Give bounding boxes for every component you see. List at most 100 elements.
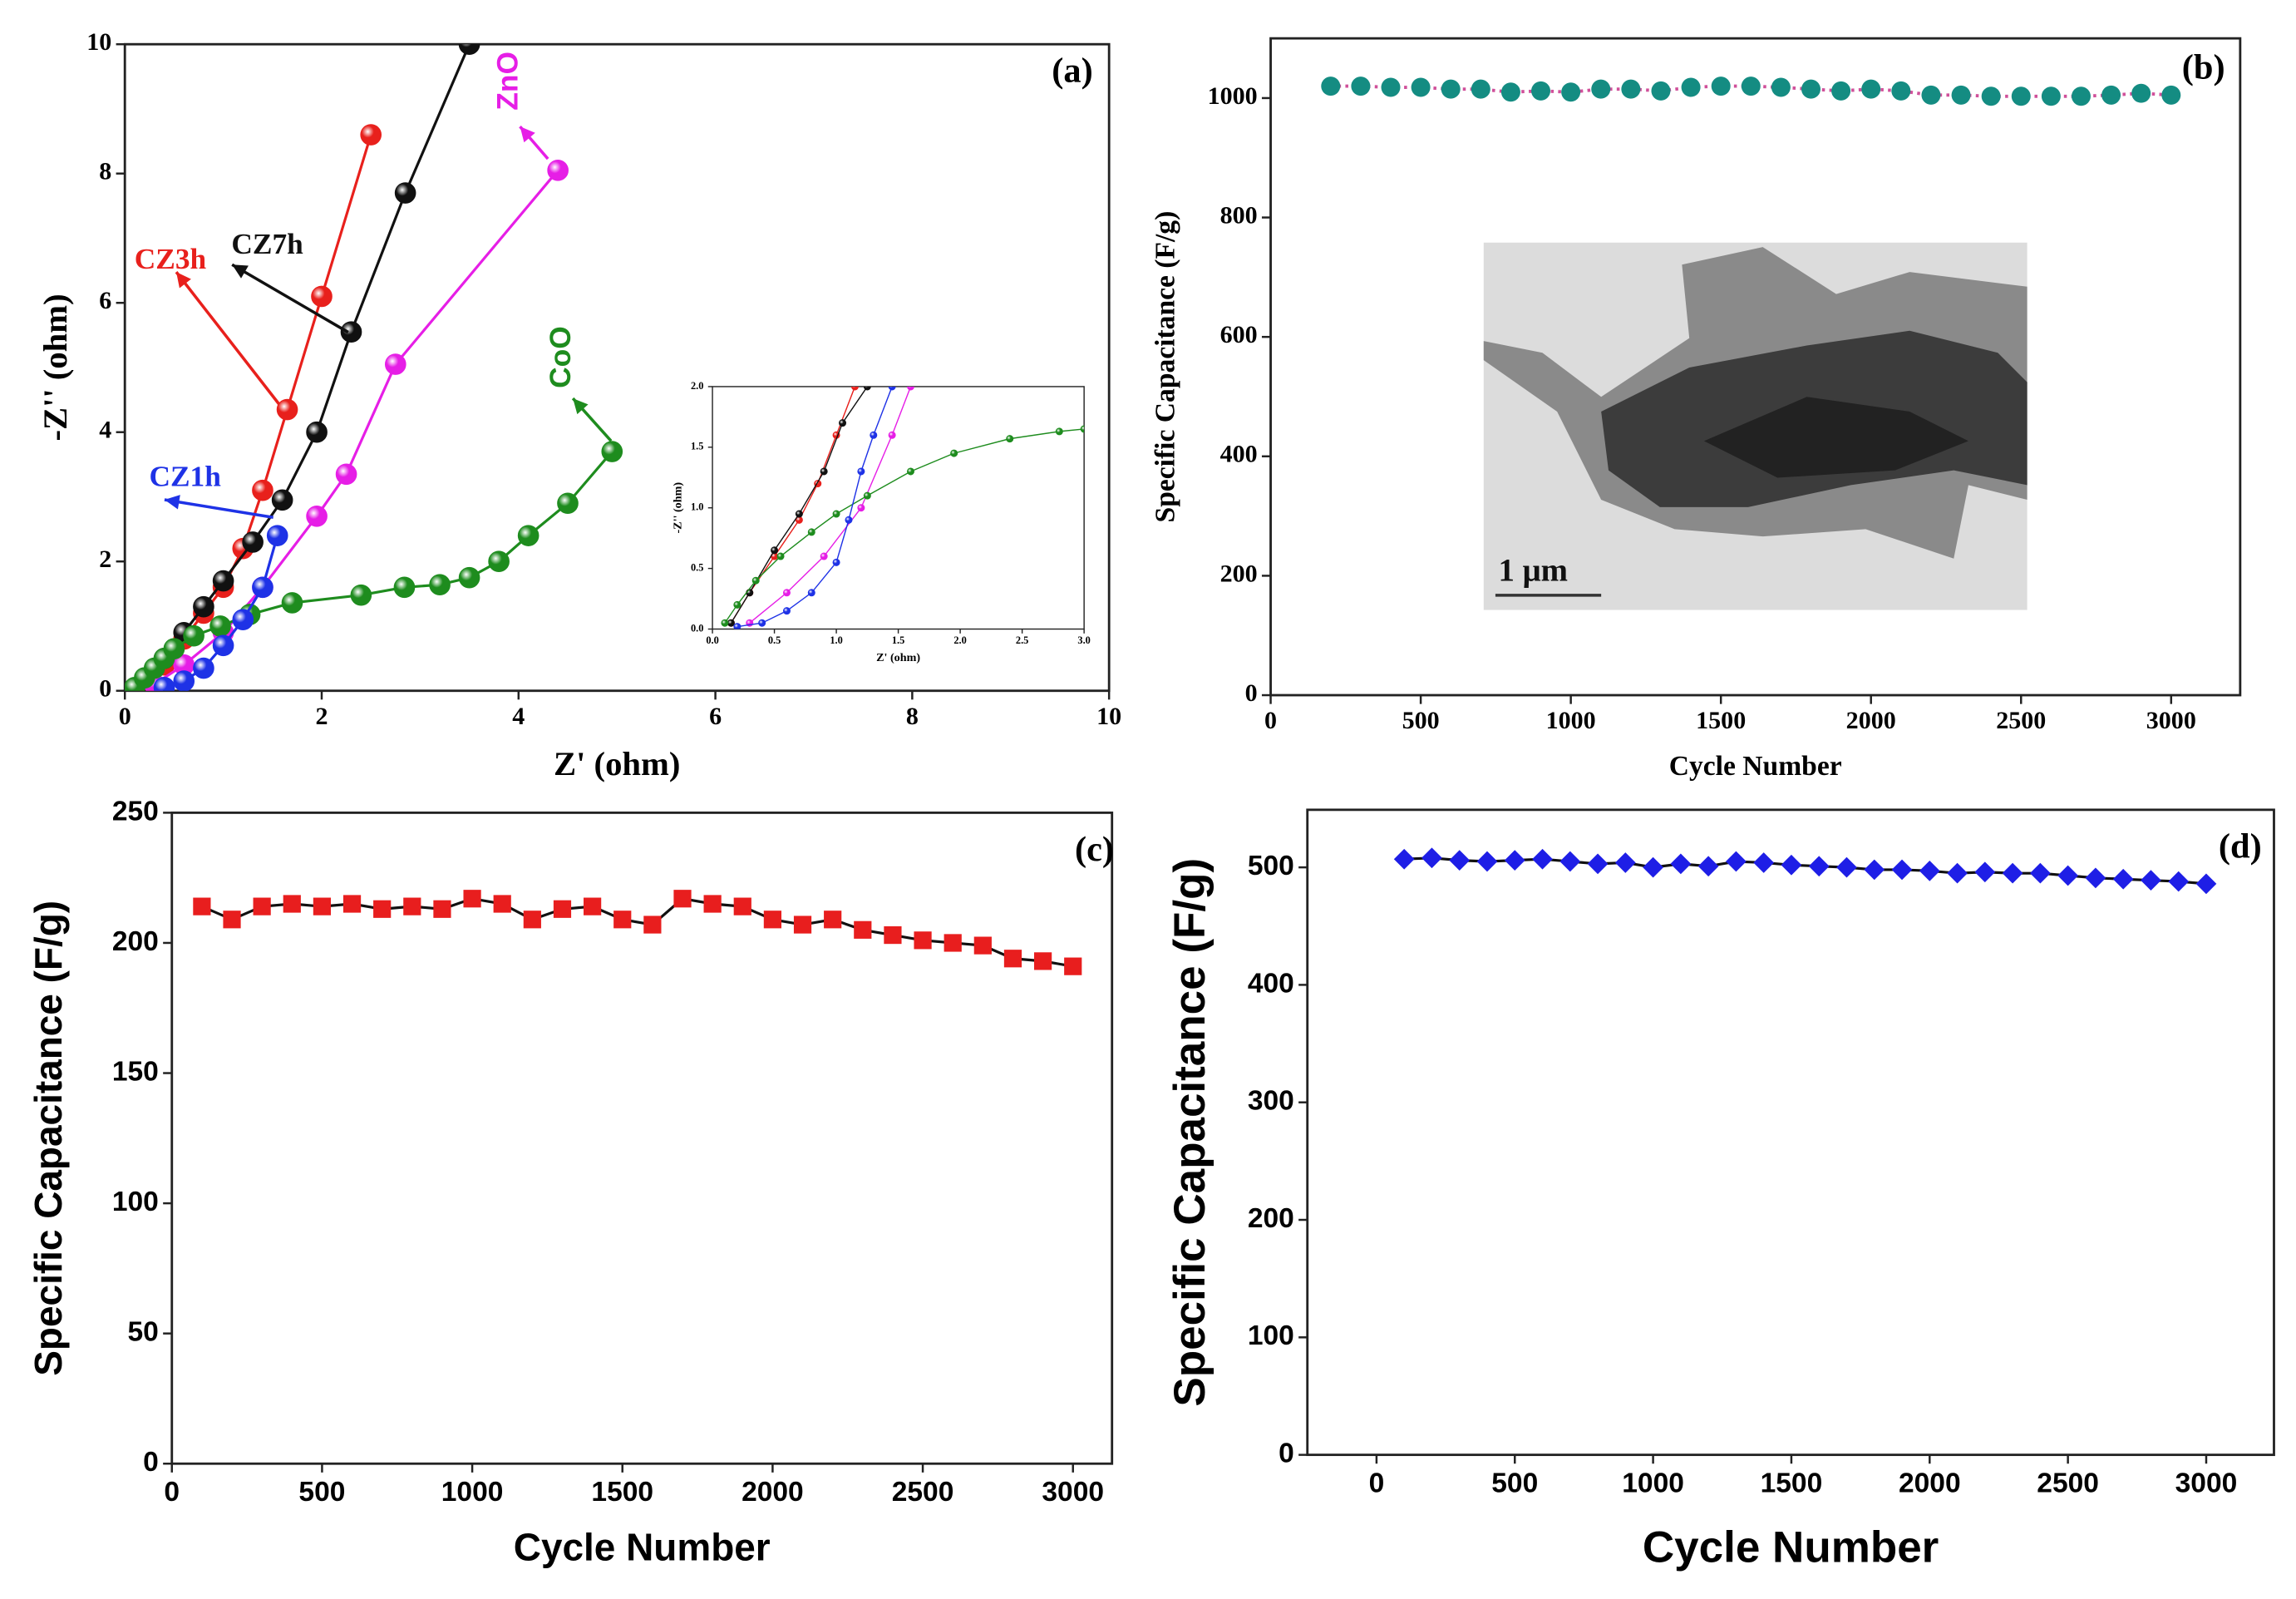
marker bbox=[1006, 435, 1014, 443]
marker bbox=[252, 576, 273, 599]
marker bbox=[832, 558, 840, 566]
arrow-head bbox=[573, 398, 589, 415]
plot-area bbox=[193, 890, 1082, 975]
image-scale-label: 1 μm bbox=[1498, 552, 1568, 588]
marker bbox=[820, 467, 828, 476]
x-axis-label: Cycle Number bbox=[1643, 1523, 1939, 1572]
marker bbox=[350, 584, 372, 606]
x-tick-label: 0 bbox=[1369, 1468, 1385, 1498]
marker bbox=[306, 505, 328, 527]
arrow-head bbox=[164, 495, 180, 510]
y-tick-label: 250 bbox=[112, 796, 159, 827]
x-tick-label: 3000 bbox=[1042, 1477, 1104, 1508]
marker bbox=[2131, 83, 2151, 103]
marker bbox=[360, 124, 382, 146]
marker bbox=[1781, 854, 1802, 876]
marker bbox=[807, 589, 815, 597]
series-label: CZ7h bbox=[231, 228, 303, 260]
series-line bbox=[143, 134, 372, 686]
marker bbox=[1393, 848, 1415, 870]
plot-area bbox=[721, 386, 1085, 629]
marker bbox=[1697, 856, 1719, 877]
marker bbox=[1421, 847, 1442, 869]
marker bbox=[276, 398, 298, 421]
marker bbox=[1861, 79, 1881, 99]
arrow bbox=[231, 263, 349, 334]
marker bbox=[1831, 81, 1851, 101]
marker bbox=[601, 441, 623, 462]
x-tick-label: 4 bbox=[512, 703, 525, 730]
series-label: CoO bbox=[544, 326, 577, 388]
marker bbox=[584, 897, 602, 915]
y-tick-label: 0 bbox=[99, 675, 111, 703]
plot-area bbox=[1393, 847, 2217, 895]
marker bbox=[458, 566, 480, 589]
marker bbox=[1643, 856, 1663, 878]
marker bbox=[1064, 957, 1082, 975]
marker bbox=[673, 890, 692, 908]
marker bbox=[1726, 851, 1747, 872]
marker bbox=[839, 419, 847, 427]
x-tick-label: 0.5 bbox=[768, 634, 781, 646]
marker bbox=[1808, 856, 1830, 877]
marker bbox=[824, 911, 842, 929]
panel-label: (d) bbox=[2219, 827, 2262, 866]
marker bbox=[463, 890, 481, 908]
marker bbox=[1561, 82, 1581, 102]
y-tick-label: 0.5 bbox=[691, 561, 703, 573]
y-tick-label: 400 bbox=[1220, 441, 1258, 468]
x-tick-label: 2500 bbox=[2037, 1468, 2099, 1498]
marker bbox=[2101, 85, 2121, 105]
marker bbox=[1651, 81, 1671, 101]
y-tick-label: 6 bbox=[99, 287, 111, 314]
x-tick-label: 6 bbox=[709, 703, 722, 730]
arrow-head bbox=[520, 126, 535, 143]
y-tick-label: 200 bbox=[112, 926, 159, 957]
marker bbox=[193, 657, 214, 679]
marker bbox=[973, 936, 992, 955]
marker bbox=[1500, 82, 1520, 102]
y-tick-label: 200 bbox=[1220, 560, 1258, 587]
y-tick-label: 150 bbox=[112, 1056, 159, 1087]
marker bbox=[2112, 868, 2134, 890]
marker bbox=[758, 619, 766, 627]
marker bbox=[1531, 81, 1551, 101]
y-axis-label: Specific Capacitance (F/g) bbox=[1150, 211, 1181, 523]
y-axis-label: Specific Capacitance (F/g) bbox=[1165, 858, 1215, 1407]
series-line bbox=[1404, 856, 2207, 886]
marker bbox=[1033, 952, 1052, 970]
marker bbox=[1532, 848, 1553, 870]
x-tick-label: 1500 bbox=[1761, 1468, 1823, 1498]
marker bbox=[223, 911, 241, 929]
marker bbox=[782, 607, 791, 615]
marker bbox=[1741, 76, 1761, 96]
marker bbox=[1711, 76, 1731, 96]
x-tick-label: 500 bbox=[1402, 707, 1440, 734]
marker bbox=[433, 900, 451, 918]
y-axis-label: Specific Capacitance (F/g) bbox=[27, 901, 70, 1376]
marker bbox=[613, 911, 632, 929]
marker bbox=[1449, 850, 1471, 871]
plot-frame bbox=[170, 811, 1114, 1465]
y-tick-label: 2.0 bbox=[691, 380, 703, 392]
marker bbox=[733, 897, 751, 915]
marker bbox=[1891, 859, 1913, 881]
marker bbox=[850, 386, 859, 391]
marker bbox=[820, 552, 828, 560]
marker bbox=[232, 609, 254, 631]
arrow-head bbox=[232, 264, 249, 279]
marker bbox=[1891, 81, 1911, 101]
marker bbox=[793, 915, 812, 934]
x-tick-label: 2000 bbox=[1899, 1468, 1961, 1498]
marker bbox=[557, 492, 579, 515]
marker bbox=[2195, 873, 2217, 895]
marker bbox=[727, 619, 735, 627]
y-tick-label: 1.5 bbox=[691, 441, 703, 452]
panel-label: (c) bbox=[1075, 830, 1114, 869]
marker bbox=[266, 525, 288, 546]
x-tick-label: 10 bbox=[1096, 703, 1121, 730]
y-tick-label: 800 bbox=[1220, 201, 1258, 229]
series-line bbox=[143, 44, 471, 685]
marker bbox=[854, 920, 872, 939]
